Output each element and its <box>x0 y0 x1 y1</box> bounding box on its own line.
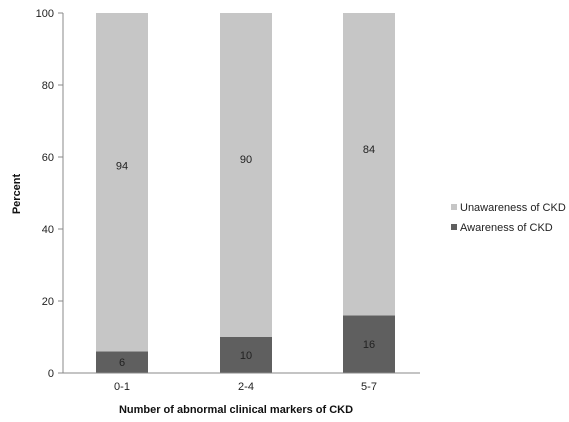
data-label: 10 <box>240 350 252 362</box>
y-tick-label: 60 <box>42 152 54 164</box>
x-tick-label: 5-7 <box>361 381 377 393</box>
data-labels-group: 6 94 10 90 16 84 <box>116 144 375 369</box>
legend-swatch <box>451 224 457 230</box>
bar-segment-unawareness <box>220 13 272 337</box>
x-tick-label: 2-4 <box>238 381 254 393</box>
legend: Unawareness of CKD Awareness of CKD <box>451 202 566 234</box>
bar-segment-awareness <box>343 315 395 373</box>
data-label: 6 <box>119 357 125 369</box>
y-ticks-group: 0 20 40 60 80 100 <box>36 8 63 380</box>
legend-label: Awareness of CKD <box>460 222 553 234</box>
y-tick-label: 40 <box>42 224 54 236</box>
y-tick-label: 100 <box>36 8 54 20</box>
bars-group <box>96 13 395 373</box>
y-tick-label: 80 <box>42 80 54 92</box>
bar-segment-unawareness <box>96 13 148 352</box>
data-label: 84 <box>363 144 375 156</box>
y-tick-label: 0 <box>48 368 54 380</box>
bar-segment-unawareness <box>343 13 395 316</box>
x-tick-label: 0-1 <box>114 381 130 393</box>
x-ticks-group: 0-1 2-4 5-7 <box>114 381 377 393</box>
bar-segment-awareness <box>96 351 148 373</box>
legend-label: Unawareness of CKD <box>460 202 566 214</box>
data-label: 94 <box>116 160 128 172</box>
data-label: 16 <box>363 339 375 351</box>
y-axis-title: Percent <box>11 173 23 214</box>
x-axis-title: Number of abnormal clinical markers of C… <box>119 404 353 416</box>
y-tick-label: 20 <box>42 296 54 308</box>
data-label: 90 <box>240 154 252 166</box>
legend-swatch <box>451 204 457 210</box>
bar-segment-awareness <box>220 337 272 373</box>
